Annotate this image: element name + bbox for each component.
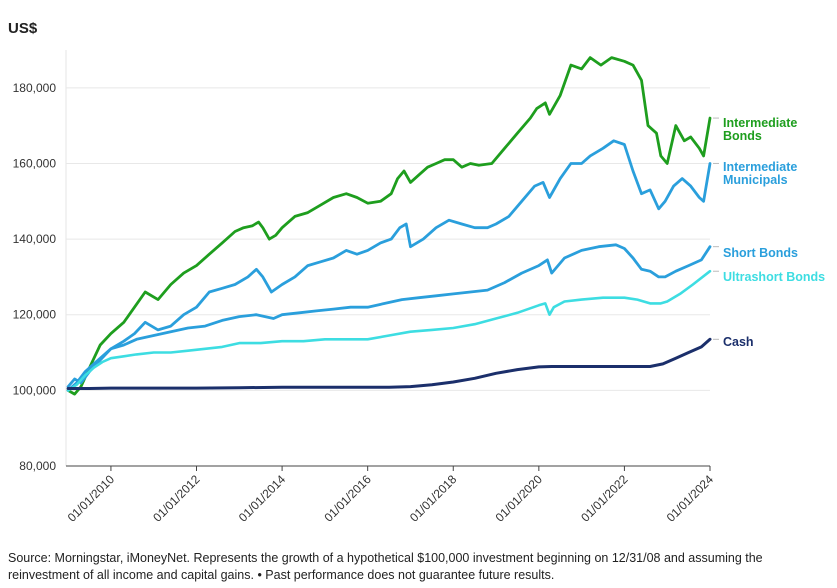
gridlines xyxy=(65,50,710,467)
series-line-intermediate-bonds xyxy=(66,56,712,396)
y-tick-label: 180,000 xyxy=(13,81,57,95)
series-label-cash: Cash xyxy=(723,335,754,349)
x-tick-label: 01/01/2020 xyxy=(493,472,546,525)
x-tick-label: 01/01/2012 xyxy=(150,472,203,525)
y-axis: 80,000 100,000 120,000 140,000 160,000 180,00… xyxy=(13,81,57,473)
y-tick-label: 120,000 xyxy=(13,308,57,322)
x-tick-label: 01/01/2022 xyxy=(578,472,631,525)
series-lines xyxy=(66,56,712,396)
x-axis: 01/01/2010 01/01/2012 01/01/2014 01/01/2016… xyxy=(65,465,717,525)
series-label-intermediate-municipals: Intermediate Municipals xyxy=(723,160,797,187)
y-tick-label: 100,000 xyxy=(13,383,57,397)
x-tick-label: 01/01/2010 xyxy=(65,472,118,525)
y-tick-label: 140,000 xyxy=(13,232,57,246)
series-line-intermediate-municipals xyxy=(66,139,712,389)
source-note: Source: Morningstar, iMoneyNet. Represen… xyxy=(8,551,763,582)
series-label-ultrashort-bonds: Ultrashort Bonds xyxy=(723,270,825,284)
x-tick-label: 01/01/2018 xyxy=(407,472,460,525)
x-tick-label: 01/01/2014 xyxy=(236,472,289,525)
series-line-cash xyxy=(66,337,712,390)
x-tick-label: 01/01/2024 xyxy=(664,472,717,525)
series-line-short-bonds xyxy=(66,243,712,392)
y-tick-label: 160,000 xyxy=(13,156,57,170)
series-line-ultrashort-bonds xyxy=(66,269,712,392)
series-labels: Intermediate Bonds Intermediate Municipals S… xyxy=(713,116,825,349)
y-axis-title: US$ xyxy=(8,20,38,37)
x-tick-label: 01/01/2016 xyxy=(321,472,374,525)
series-label-short-bonds: Short Bonds xyxy=(723,246,798,260)
line-chart: 80,000 100,000 120,000 140,000 160,000 180,00… xyxy=(13,50,825,525)
y-tick-label: 80,000 xyxy=(19,459,56,473)
series-label-intermediate-bonds: Intermediate Bonds xyxy=(723,116,797,143)
